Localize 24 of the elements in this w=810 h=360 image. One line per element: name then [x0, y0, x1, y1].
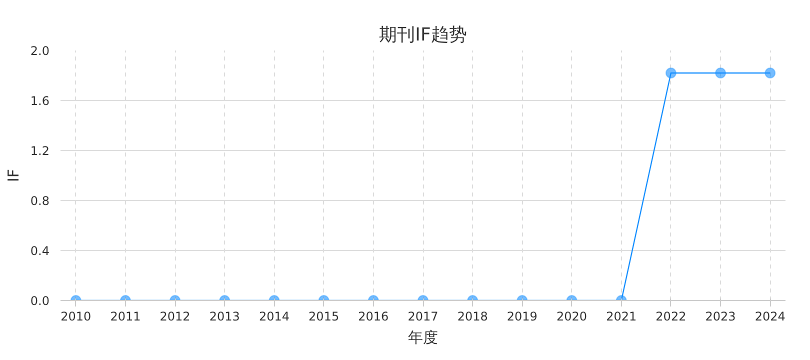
x-tick-label: 2021	[606, 310, 637, 324]
y-tick-label: 1.6	[30, 94, 50, 108]
y-tick-label: 0.0	[30, 294, 50, 308]
x-tick-label: 2024	[754, 310, 786, 324]
chart-title: 期刊IF趋势	[379, 24, 467, 46]
x-tick-label: 2015	[308, 310, 340, 324]
x-tick-label: 2020	[556, 310, 588, 324]
x-tick-label: 2014	[258, 310, 290, 324]
x-axis-title: 年度	[408, 328, 438, 346]
x-tick-label: 2018	[457, 310, 488, 324]
x-tick-label: 2019	[506, 310, 538, 324]
y-axis-title: IF	[4, 168, 22, 182]
x-tick-label: 2022	[656, 310, 686, 324]
x-tick-label: 2010	[60, 310, 92, 324]
y-tick-label: 2.0	[30, 44, 50, 58]
x-tick-label: 2013	[209, 310, 240, 324]
x-tick-label: 2017	[408, 310, 438, 324]
y-tick-label: 0.8	[30, 194, 50, 208]
x-tick-label: 2012	[160, 310, 190, 324]
y-tick-label: 0.4	[30, 244, 50, 258]
x-tick-label: 2011	[110, 310, 141, 324]
x-tick-label: 2016	[358, 310, 389, 324]
x-tick-label: 2023	[705, 310, 736, 324]
y-tick-label: 1.2	[30, 144, 50, 158]
